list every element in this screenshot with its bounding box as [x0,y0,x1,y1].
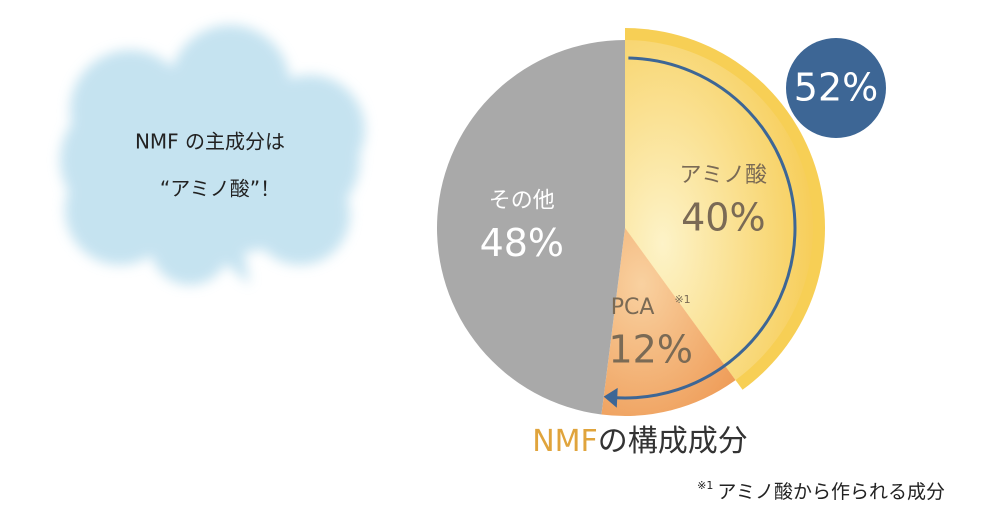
title-part: の構成成分 [598,424,748,459]
slice [601,228,736,416]
chart-title: NMFの構成成分 [532,424,748,459]
slice-value: 48% [480,221,564,265]
slice [436,40,625,415]
slice-label: アミノ酸 [680,163,768,188]
bracket-arrowhead [603,387,618,408]
callout-line: NMF の主成分は [135,130,285,154]
slice-value: 40% [681,196,765,240]
footnote-marker: ※1 [697,479,713,492]
footnote: ※1 アミノ酸から作られる成分 [697,479,945,503]
slice-label: PCA ※1 [611,293,691,320]
bracket-badge [786,38,886,138]
title-part: NMF [532,424,598,459]
slice-name: PCA [611,295,655,320]
cloud [60,25,365,285]
footnote-marker: ※1 [674,293,690,306]
bracket-arc [613,56,797,400]
slice-label: その他 [489,189,555,214]
callout-line: “アミノ酸”！ [160,177,280,201]
slice-name: アミノ酸 [680,163,768,188]
footnote-text: アミノ酸から作られる成分 [717,481,945,503]
bracket-label: 52% [794,66,878,110]
slice-name: その他 [489,189,555,214]
pie: アミノ酸 40% PCA ※1 12% その他 48% 52% [436,28,886,416]
slice [625,40,813,381]
slice-value: 12% [608,328,692,372]
